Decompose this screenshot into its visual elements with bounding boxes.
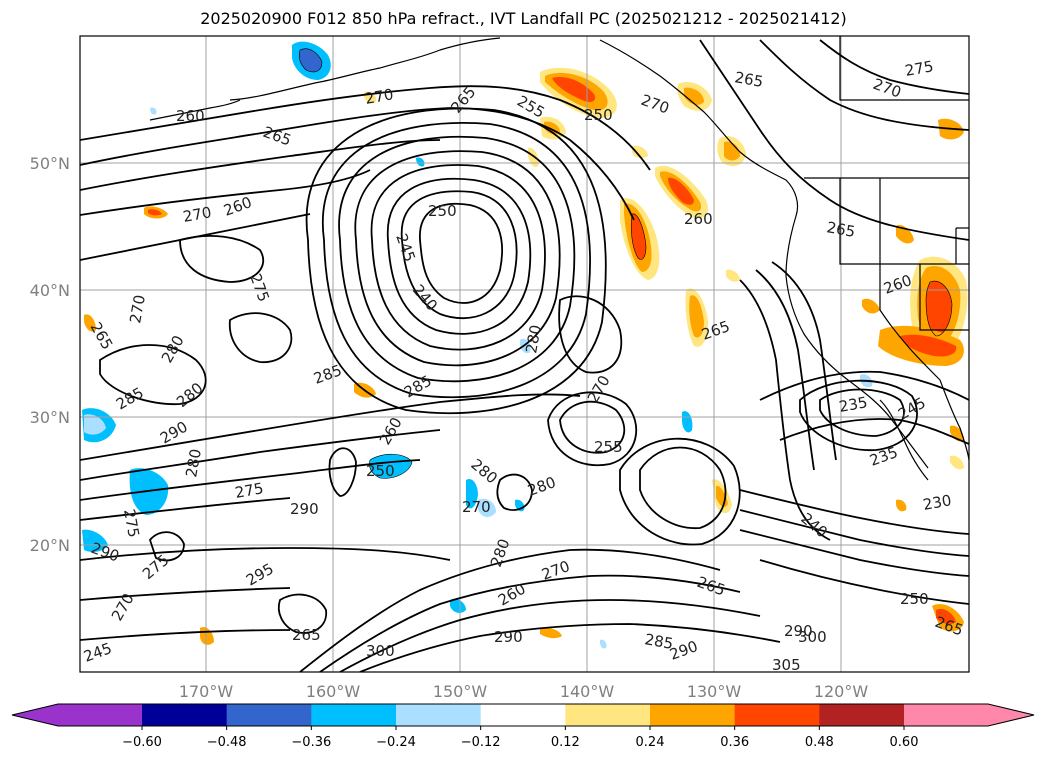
contour-label: 270 xyxy=(182,203,213,226)
lat-label: 50°N xyxy=(30,154,70,173)
latitude-axis: 50°N 40°N 30°N 20°N xyxy=(30,154,70,555)
contour-label: 265 xyxy=(825,218,856,241)
contour-label: 275 xyxy=(234,479,265,502)
colorbar-tick-label: 0.60 xyxy=(890,735,919,750)
colorbar-cell xyxy=(142,704,228,726)
lat-label: 40°N xyxy=(30,281,70,300)
colorbar-tick-label: 0.48 xyxy=(805,735,834,750)
colorbar-under-arrow xyxy=(12,704,142,726)
contour-label: 305 xyxy=(772,656,801,674)
contour-label: 270 xyxy=(364,85,395,108)
lon-label: 170°W xyxy=(179,682,234,701)
colorbar-cell xyxy=(311,704,397,726)
colorbar-tick-label: −0.24 xyxy=(376,735,416,750)
colorbar-tick-label: −0.36 xyxy=(291,735,331,750)
colorbar-over-arrow xyxy=(904,704,1034,726)
colorbar-cell xyxy=(734,704,820,726)
graticule xyxy=(80,36,969,672)
longitude-axis: 170°W 160°W 150°W 140°W 130°W 120°W xyxy=(179,682,869,701)
contour-label: 250 xyxy=(900,590,929,608)
contour-label: 255 xyxy=(594,438,623,456)
contour-label: 290 xyxy=(290,500,319,518)
contour-label: 275 xyxy=(120,508,143,539)
contour-label: 235 xyxy=(838,393,869,416)
colorbar-cell xyxy=(565,704,651,726)
lon-label: 150°W xyxy=(433,682,488,701)
contour-label: 260 xyxy=(176,107,205,125)
contour-label: 300 xyxy=(366,642,395,660)
colorbar: −0.60 −0.48 −0.36 −0.24 −0.12 0.12 0.24 0.36 0.4… xyxy=(11,703,1035,750)
contour-label: 270 xyxy=(126,293,149,324)
patch-outlines xyxy=(298,48,953,479)
contour-label: 250 xyxy=(584,106,613,124)
lon-label: 160°W xyxy=(306,682,361,701)
lat-label: 20°N xyxy=(30,536,70,555)
lon-label: 120°W xyxy=(814,682,869,701)
contour-lines xyxy=(80,39,969,672)
contour-label: 280 xyxy=(182,447,205,478)
contour-label: 290 xyxy=(784,622,813,640)
contour-label: 230 xyxy=(922,491,953,514)
contour-label: 265 xyxy=(733,68,764,91)
colorbar-cell xyxy=(819,704,905,726)
contour-label: 280 xyxy=(522,323,545,354)
colorbar-cell xyxy=(650,704,736,726)
contour-label: 300 xyxy=(798,628,827,646)
colorbar-cell xyxy=(226,704,312,726)
contour-label: 275 xyxy=(904,57,935,80)
colorbar-cell xyxy=(396,704,482,726)
lon-label: 130°W xyxy=(687,682,742,701)
lat-label: 30°N xyxy=(30,408,70,427)
colorbar-tick-label: −0.12 xyxy=(461,735,501,750)
contour-label: 265 xyxy=(292,626,321,644)
contour-label: 260 xyxy=(684,210,713,228)
colorbar-tick-label: 0.36 xyxy=(720,735,749,750)
contour-label: 250 xyxy=(428,202,457,220)
colorbar-tick-label: 0.24 xyxy=(636,735,665,750)
contour-label: 270 xyxy=(462,498,491,516)
map-title: 2025020900 F012 850 hPa refract., IVT La… xyxy=(200,9,847,28)
plot-frame xyxy=(79,35,970,673)
plot-area xyxy=(80,36,969,672)
lon-label: 140°W xyxy=(560,682,615,701)
colorbar-cell xyxy=(480,704,566,726)
colorbar-tick-label: 0.12 xyxy=(551,735,580,750)
colorbar-tick-label: −0.60 xyxy=(122,735,162,750)
contour-label: 285 xyxy=(643,630,674,653)
contour-label: 250 xyxy=(366,462,395,480)
contour-label: 290 xyxy=(494,628,523,646)
colorbar-tick-label: −0.48 xyxy=(207,735,247,750)
